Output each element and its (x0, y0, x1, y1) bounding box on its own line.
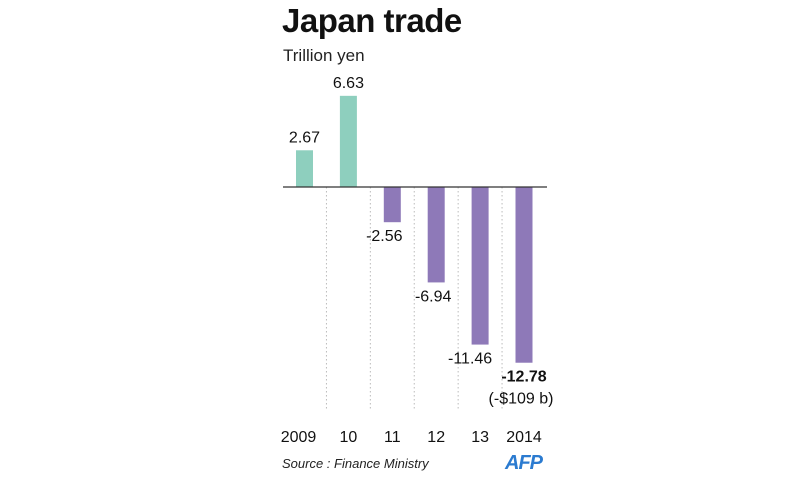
chart-title: Japan trade (282, 2, 462, 39)
unit-label: Trillion yen (283, 46, 365, 65)
bar-13 (471, 187, 489, 345)
data-label: -12.78 (501, 369, 546, 386)
x-tick-label: 10 (340, 429, 358, 446)
bar-11 (383, 187, 401, 223)
data-label: 2.67 (289, 129, 320, 146)
bar-10 (339, 95, 357, 187)
bar-12 (427, 187, 445, 283)
data-label: 6.63 (333, 75, 364, 92)
x-tick-label: 2014 (506, 429, 542, 446)
source-note: Source : Finance Ministry (282, 456, 429, 471)
data-label: -11.46 (448, 351, 492, 368)
annotation-usd: (-$109 b) (489, 391, 554, 408)
x-tick-label: 13 (471, 429, 489, 446)
data-label: -6.94 (415, 288, 452, 305)
x-tick-label: 12 (427, 429, 445, 446)
x-tick-label: 2009 (281, 429, 317, 446)
bar-2014 (515, 187, 533, 363)
afp-logo: AFP (505, 452, 543, 474)
data-label: -2.56 (366, 228, 403, 245)
bar-2009 (296, 150, 313, 187)
x-tick-label: 11 (384, 429, 401, 446)
